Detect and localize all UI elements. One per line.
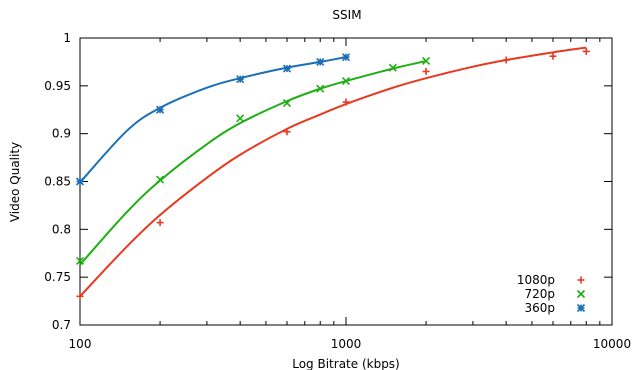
y-tick-label: 0.95 bbox=[44, 79, 71, 93]
data-point-360p bbox=[341, 53, 351, 62]
marker-stroke bbox=[316, 84, 325, 93]
marker-stroke bbox=[422, 56, 431, 66]
marker-stroke bbox=[282, 64, 292, 73]
marker-stroke bbox=[236, 75, 245, 84]
y-tick-label: 1 bbox=[63, 31, 71, 45]
marker-stroke bbox=[341, 76, 351, 86]
data-point-360p bbox=[282, 64, 292, 73]
data-point-720p bbox=[388, 63, 397, 72]
data-point-720p bbox=[341, 76, 351, 86]
marker-stroke bbox=[156, 175, 165, 184]
marker-stroke bbox=[75, 256, 85, 265]
marker-stroke bbox=[316, 57, 325, 66]
x-tick-label: 100 bbox=[69, 337, 92, 351]
data-point-360p bbox=[316, 57, 325, 66]
y-axis-title: Video Quality bbox=[8, 142, 22, 222]
data-point-720p bbox=[422, 56, 431, 66]
data-point-1080p bbox=[76, 292, 84, 300]
axis-ticks: 100 1000 10000 0.7 0.75 0.8 0.85 0.9 0.95 1 bbox=[44, 31, 631, 351]
x-axis-title: Log Bitrate (kbps) bbox=[292, 357, 400, 370]
y-tick-label: 0.75 bbox=[44, 270, 71, 284]
legend-marker-1080p bbox=[577, 276, 585, 284]
data-point-1080p bbox=[342, 98, 350, 106]
data-point-1080p bbox=[549, 52, 557, 60]
data-point-720p bbox=[282, 98, 292, 108]
legend-marker-720p bbox=[576, 289, 586, 299]
legend-marker-360p bbox=[576, 303, 586, 313]
data-point-360p bbox=[75, 177, 85, 186]
marker-stroke bbox=[282, 98, 292, 108]
data-point-1080p bbox=[283, 128, 291, 136]
marker-stroke bbox=[341, 53, 351, 62]
data-point-720p bbox=[236, 114, 245, 123]
data-point-720p bbox=[156, 175, 165, 184]
legend-label-1080p: 1080p bbox=[517, 273, 555, 287]
y-tick-label: 0.9 bbox=[52, 127, 71, 141]
marker-stroke bbox=[388, 63, 397, 72]
marker-stroke bbox=[576, 303, 586, 313]
data-point-1080p bbox=[156, 219, 164, 227]
marker-stroke bbox=[156, 105, 165, 114]
y-tick-label: 0.8 bbox=[52, 222, 71, 236]
x-tick-label: 10000 bbox=[593, 337, 631, 351]
fit-curve-720p bbox=[79, 59, 427, 266]
x-tick-label: 1000 bbox=[331, 337, 362, 351]
data-point-1080p bbox=[582, 47, 590, 55]
data-points bbox=[75, 47, 590, 300]
data-point-1080p bbox=[502, 56, 510, 64]
legend-label-360p: 360p bbox=[524, 301, 555, 315]
y-tick-label: 0.7 bbox=[52, 318, 71, 332]
data-point-720p bbox=[316, 84, 325, 93]
fit-curves bbox=[79, 46, 587, 297]
chart-title: SSIM bbox=[332, 8, 361, 22]
data-point-360p bbox=[156, 105, 165, 114]
data-point-1080p bbox=[422, 67, 430, 75]
fit-curve-1080p bbox=[79, 46, 587, 297]
marker-stroke bbox=[236, 114, 245, 123]
y-tick-label: 0.85 bbox=[44, 175, 71, 189]
data-point-360p bbox=[236, 75, 245, 84]
legend-label-720p: 720p bbox=[524, 287, 555, 301]
marker-stroke bbox=[576, 289, 586, 299]
marker-stroke bbox=[75, 177, 85, 186]
data-point-720p bbox=[75, 256, 85, 265]
